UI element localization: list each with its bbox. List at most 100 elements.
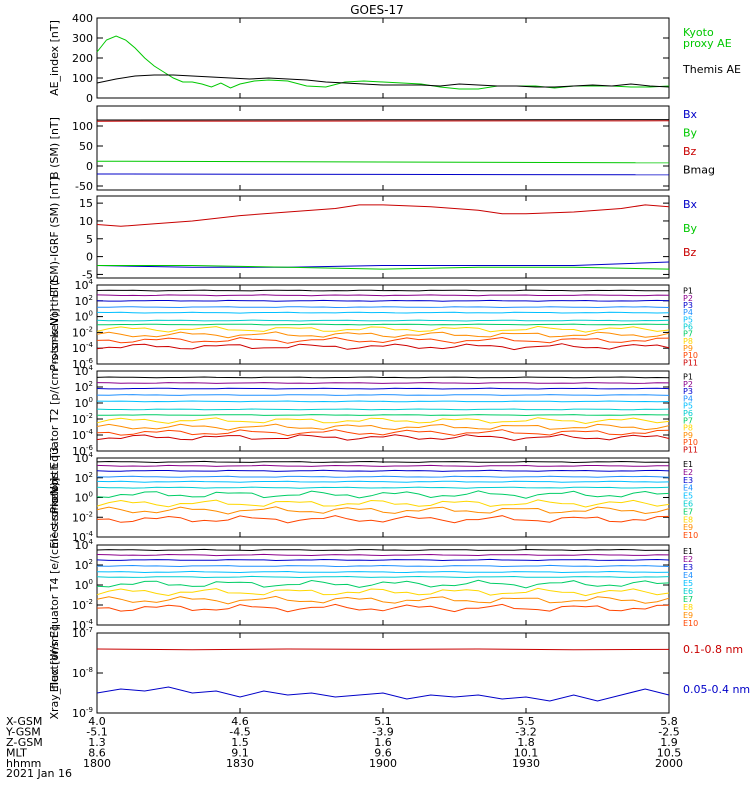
series-line-themis-ae bbox=[96, 74, 670, 88]
channel-label: E10 bbox=[683, 531, 698, 540]
ephemeris-value: 1.3 bbox=[88, 736, 106, 749]
y-tick-label: -50 bbox=[75, 180, 93, 193]
channel-label: E6 bbox=[683, 587, 693, 596]
legend-label: By bbox=[683, 127, 698, 140]
ephemeris-value: -5.1 bbox=[86, 726, 107, 739]
legend-label: proxy AE bbox=[683, 37, 732, 50]
series-line-bx bbox=[96, 173, 670, 176]
channel-line-p2 bbox=[96, 294, 670, 297]
ephemeris-table: X-GSM 4.0 4.6 5.1 5.5 5.8 Y-GSM -5.1 -4.5 -3.9 -3.… bbox=[5, 715, 683, 770]
ephemeris-value: 4.6 bbox=[231, 715, 249, 728]
channel-label: P3 bbox=[683, 301, 693, 310]
ephemeris-value: 9.1 bbox=[231, 747, 249, 760]
panel-8: 10-9 10-8 10-7 Xray_flux [W/m²] 0.1-0.8 nm 0.… bbox=[48, 626, 750, 720]
channel-line-p11 bbox=[96, 343, 670, 351]
y-tick-label: 100 bbox=[75, 578, 93, 592]
date-label: 2021 Jan 16 bbox=[6, 767, 72, 780]
channel-line-p9 bbox=[96, 331, 670, 339]
y-tick-label: 10-6 bbox=[72, 444, 94, 458]
legend-label: Kyoto bbox=[683, 26, 714, 39]
channel-line-p10 bbox=[96, 429, 670, 437]
channel-label: P4 bbox=[683, 394, 693, 403]
channel-line-p4 bbox=[96, 394, 670, 396]
panel-7: 10-4 10-2 100 102 104 Electrons Equator T4 [e… bbox=[48, 478, 698, 693]
y-tick-label: 10-9 bbox=[72, 706, 93, 720]
channel-label: E7 bbox=[683, 507, 693, 516]
y-tick-label: 102 bbox=[75, 558, 93, 572]
y-tick-label: 104 bbox=[75, 278, 94, 292]
channel-line-p11 bbox=[96, 433, 670, 441]
channel-line-p8 bbox=[96, 325, 670, 333]
y-tick-label: 10-2 bbox=[72, 510, 93, 524]
plot-title: GOES-17 bbox=[350, 3, 404, 17]
ephemeris-value: 1.9 bbox=[660, 736, 678, 749]
y-tick-label: -5 bbox=[82, 268, 93, 281]
channel-line-e1 bbox=[96, 460, 670, 464]
series-line-by bbox=[96, 160, 670, 164]
ephemeris-row-label: MLT bbox=[6, 747, 27, 760]
y-tick-label: 10-4 bbox=[72, 428, 94, 442]
channel-line-e1 bbox=[96, 548, 670, 552]
y-tick-label: 0 bbox=[86, 251, 93, 264]
y-tick-label: 15 bbox=[79, 197, 93, 210]
channel-label: E1 bbox=[683, 460, 693, 469]
y-axis-label: Protons Equator T2 [p/(cm²-s-sr-keV)] bbox=[48, 308, 61, 513]
ephemeris-row-label: Y-GSM bbox=[5, 726, 41, 739]
channel-label: P10 bbox=[683, 438, 698, 447]
channel-label: P1 bbox=[683, 287, 693, 296]
y-tick-label: 10 bbox=[79, 215, 93, 228]
ephemeris-value: 1800 bbox=[83, 757, 111, 770]
ephemeris-row-label: Z-GSM bbox=[6, 736, 43, 749]
channel-line-e2 bbox=[96, 464, 670, 467]
y-axis-label: Electrons North T3 bbox=[48, 446, 61, 548]
ephemeris-value: 5.5 bbox=[517, 715, 535, 728]
ephemeris-value: 1.6 bbox=[374, 736, 392, 749]
channel-line-p6 bbox=[96, 408, 670, 411]
channel-label: P5 bbox=[683, 315, 693, 324]
ephemeris-value: 1.5 bbox=[231, 736, 249, 749]
y-tick-label: 5 bbox=[86, 233, 93, 246]
ephemeris-value: 10.5 bbox=[657, 747, 682, 760]
channel-line-p2 bbox=[96, 382, 670, 384]
channel-line-e2 bbox=[96, 553, 670, 557]
y-tick-label: 10-4 bbox=[72, 618, 94, 632]
channel-label: P2 bbox=[683, 380, 693, 389]
panel-frame bbox=[96, 457, 670, 538]
y-axis-label: Electrons Equator T4 [e/(cm²-s-sr-keV)] bbox=[48, 478, 61, 693]
channel-line-e9 bbox=[96, 506, 670, 515]
legend-label: Bz bbox=[683, 145, 697, 158]
channel-label: E5 bbox=[683, 579, 693, 588]
legend-label: Bx bbox=[683, 198, 698, 211]
y-tick-label: 10-8 bbox=[72, 666, 93, 680]
y-axis-label: Xray_flux [W/m²] bbox=[48, 626, 61, 719]
channel-label: E5 bbox=[683, 492, 693, 501]
channel-label: E2 bbox=[683, 555, 693, 564]
ephemeris-value: 1900 bbox=[369, 757, 397, 770]
y-tick-label: 100 bbox=[75, 396, 93, 410]
channel-line-e8 bbox=[96, 587, 670, 597]
y-tick-label: 400 bbox=[72, 12, 93, 25]
y-tick-label: 10-6 bbox=[72, 357, 94, 371]
series-line-bz bbox=[96, 204, 670, 227]
series-line-by bbox=[97, 265, 670, 270]
y-tick-label: 104 bbox=[75, 451, 94, 465]
ephemeris-row-label: hhmm bbox=[6, 757, 41, 770]
legend-label: Bx bbox=[683, 108, 698, 121]
channel-label: E2 bbox=[683, 468, 693, 477]
channel-label: E9 bbox=[683, 523, 693, 532]
channel-label: P10 bbox=[683, 351, 698, 360]
channel-label: E10 bbox=[683, 619, 698, 628]
ephemeris-row-label: X-GSM bbox=[6, 715, 42, 728]
y-tick-label: 10-2 bbox=[72, 412, 93, 426]
channel-label: P1 bbox=[683, 373, 693, 382]
ephemeris-value: -3.9 bbox=[372, 726, 393, 739]
y-tick-label: 100 bbox=[72, 72, 93, 85]
ephemeris-value: 1930 bbox=[512, 757, 540, 770]
ephemeris-value: 5.8 bbox=[660, 715, 678, 728]
ephemeris-value: -2.5 bbox=[658, 726, 679, 739]
